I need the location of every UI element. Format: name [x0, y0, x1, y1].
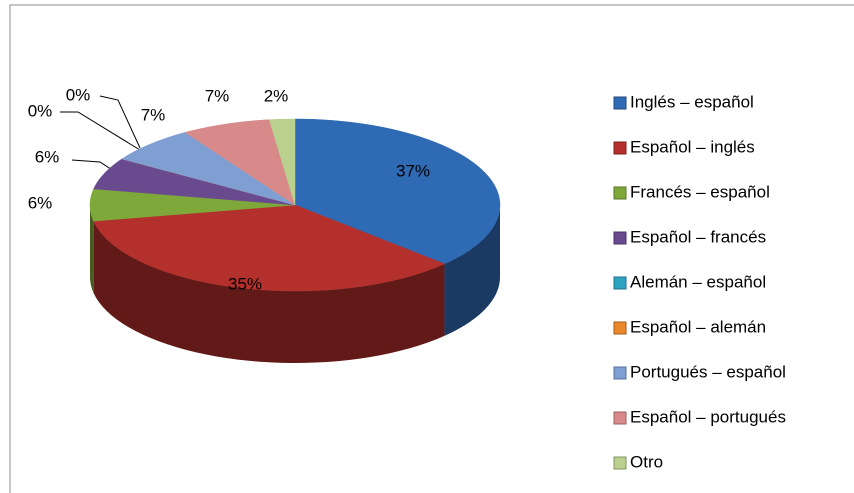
leader-line	[60, 111, 141, 151]
legend-label: Portugués – español	[630, 362, 786, 381]
legend-swatch	[613, 186, 627, 200]
data-label: 7%	[205, 86, 230, 105]
legend-swatch	[613, 321, 627, 335]
leader-line	[99, 95, 141, 149]
legend-swatch	[613, 231, 627, 245]
legend-swatch	[613, 96, 627, 110]
legend-label: Español – alemán	[630, 317, 766, 336]
data-label: 2%	[264, 86, 289, 105]
legend-label: Español – francés	[630, 227, 766, 246]
legend-label: Español – portugués	[630, 407, 786, 426]
data-label: 35%	[228, 274, 262, 293]
data-label: 0%	[66, 85, 91, 104]
legend-label: Español – inglés	[630, 137, 755, 156]
pie-side	[93, 221, 445, 363]
legend-label: Inglés – español	[630, 92, 754, 111]
pie-slice	[268, 118, 296, 206]
legend-label: Alemán – español	[630, 272, 766, 291]
legend-swatch	[613, 141, 627, 155]
data-label: 7%	[141, 105, 166, 124]
legend-swatch	[613, 411, 627, 425]
legend-swatch	[613, 366, 627, 380]
legend-swatch	[613, 276, 627, 290]
data-label: 37%	[396, 161, 430, 180]
pie-slice	[93, 204, 446, 292]
legend-label: Francés – español	[630, 182, 770, 201]
pie-side	[444, 205, 500, 336]
legend-swatch	[613, 456, 627, 470]
legend-label: Otro	[630, 452, 663, 471]
data-label: 6%	[28, 193, 53, 212]
pie-slice	[121, 132, 296, 206]
data-label: 0%	[28, 101, 53, 120]
pie-side	[90, 205, 94, 294]
pie-slice	[89, 188, 296, 222]
pie-slice	[294, 118, 501, 265]
pie-slice	[184, 119, 296, 206]
data-label: 6%	[35, 147, 60, 166]
pie-slice	[93, 158, 296, 206]
